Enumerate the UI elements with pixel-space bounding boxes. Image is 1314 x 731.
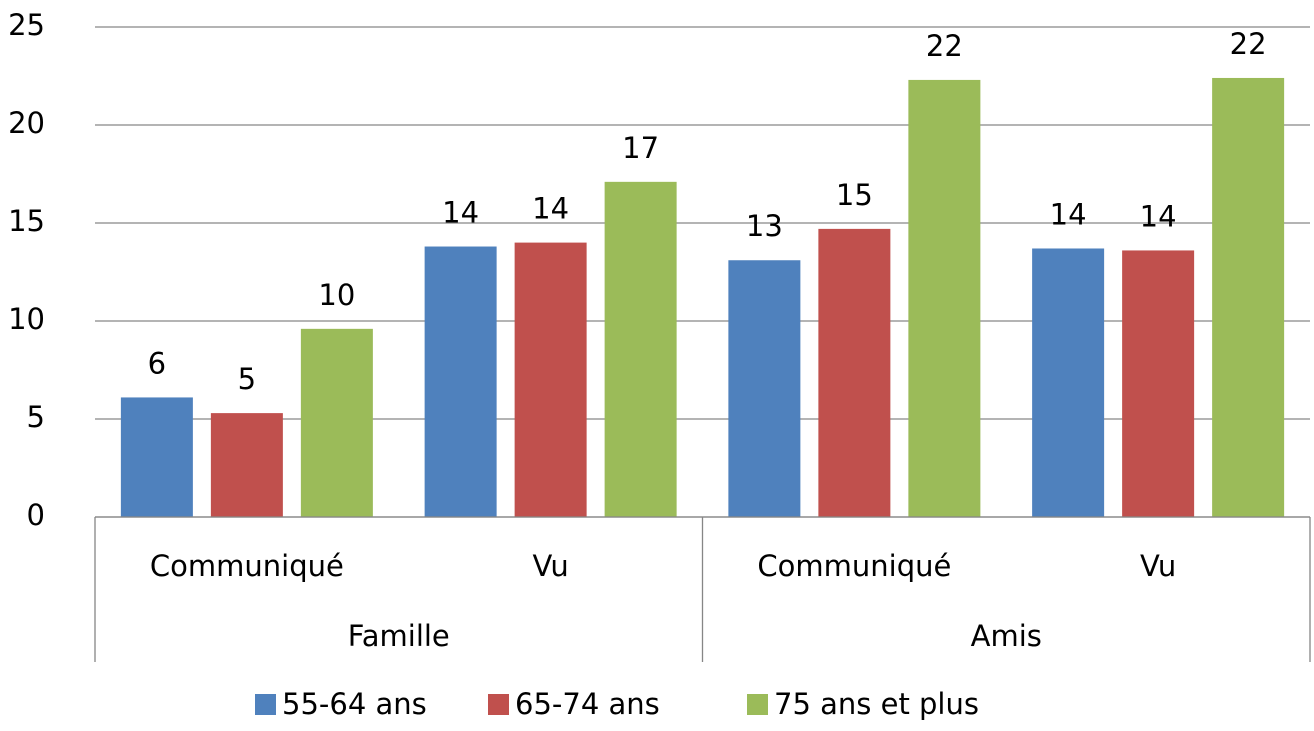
legend-swatch <box>747 694 768 715</box>
legend-label: 55-64 ans <box>282 687 427 721</box>
data-label: 22 <box>1230 27 1267 61</box>
legend-swatch <box>488 694 509 715</box>
data-label: 14 <box>1050 197 1087 231</box>
data-label: 13 <box>746 209 783 243</box>
group-label: Famille <box>348 619 450 653</box>
legend-label: 75 ans et plus <box>774 687 979 721</box>
x-tick-label: Communiqué <box>150 549 344 583</box>
bar <box>120 397 193 517</box>
y-tick-label: 15 <box>8 204 45 238</box>
y-tick-label: 25 <box>8 8 45 42</box>
x-tick-label: Vu <box>533 549 569 583</box>
bar <box>818 228 891 517</box>
legend-label: 65-74 ans <box>515 687 660 721</box>
data-label: 14 <box>532 192 569 226</box>
data-label: 15 <box>836 178 873 212</box>
bar <box>210 413 283 517</box>
y-tick-label: 5 <box>27 400 45 434</box>
bar <box>424 246 497 517</box>
y-tick-label: 10 <box>8 302 45 336</box>
y-tick-label: 20 <box>8 106 45 140</box>
bar <box>1122 250 1195 517</box>
bar <box>604 181 677 517</box>
bar <box>1032 248 1105 518</box>
x-tick-label: Vu <box>1140 549 1176 583</box>
data-label: 17 <box>622 131 659 165</box>
data-label: 10 <box>318 278 355 312</box>
bar <box>514 242 587 517</box>
data-label: 6 <box>148 346 166 380</box>
legend-swatch <box>255 694 276 715</box>
bar <box>300 328 373 517</box>
bar <box>728 260 801 517</box>
bar <box>1212 77 1285 518</box>
data-label: 14 <box>1140 199 1177 233</box>
bar <box>908 79 981 518</box>
data-label: 22 <box>926 29 963 63</box>
data-label: 14 <box>442 196 479 230</box>
group-label: Amis <box>971 619 1042 653</box>
x-tick-label: Communiqué <box>757 549 951 583</box>
data-label: 5 <box>238 362 256 396</box>
y-tick-label: 0 <box>27 498 45 532</box>
